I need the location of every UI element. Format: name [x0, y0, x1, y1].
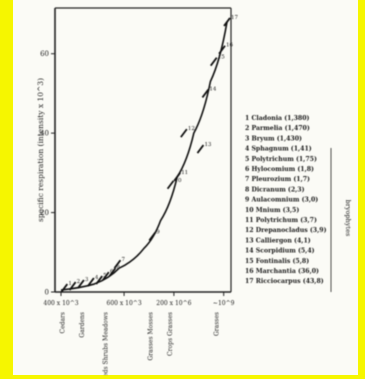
- x-category-label: Weeds Shrubs Meadows: [102, 312, 109, 375]
- legend-entry: 9 Aulacomnium (3,0): [245, 197, 318, 204]
- data-point-label: 15: [218, 55, 225, 61]
- legend-group-label: bryophytes: [344, 200, 352, 237]
- legend-entry: 2 Parmelia (1,470): [245, 125, 310, 132]
- legend-entry: 6 Hylocomium (1,8): [245, 166, 314, 173]
- chart: specific respiration (intensity x 10^3) …: [36, 7, 352, 379]
- legend-entry: 4 Sphagnum (1,41): [245, 146, 312, 153]
- legend-entry: 7 Pleurozium (1,7): [245, 176, 310, 183]
- x-tick-label: 600 x 10^3: [107, 300, 142, 307]
- data-point: [173, 172, 181, 182]
- x-categories: Cedars Gardens Weeds Shrubs Meadows Grasses…: [59, 312, 221, 379]
- x-tick-label: 200 x 10^6: [156, 300, 191, 307]
- x-category-label: Gardens: [79, 312, 86, 338]
- data-point: [223, 17, 231, 27]
- data-point: [166, 180, 175, 190]
- y-axis-label: specific respiration (intensity x 10^3): [36, 78, 45, 222]
- y-tick-label: 60: [40, 50, 49, 58]
- legend: 1 Cladonia (1,380) 2 Parmelia (1,470) 3 Br…: [245, 115, 332, 292]
- x-category-label: Cedars: [59, 312, 66, 334]
- x-category-label: Crops Grasses: [167, 312, 174, 356]
- fit-curve: [60, 21, 228, 291]
- x-tick-label: 400 x 10^3: [43, 300, 78, 307]
- data-point-label: 7: [121, 257, 125, 263]
- legend-entry: 15 Fontinalis (5,8): [245, 258, 309, 265]
- y-tick-label: 20: [40, 209, 49, 217]
- data-point: [108, 267, 117, 277]
- data-point-label: 4: [95, 275, 99, 281]
- legend-entry: 12 Drepanocladus (3,9): [245, 227, 327, 234]
- y-ticks: 0 20 40 60: [40, 50, 55, 297]
- x-tick-label: ~10^9: [213, 300, 235, 307]
- data-point-label: 8: [116, 265, 120, 271]
- data-points: 1234567891011121314151617: [60, 15, 238, 293]
- legend-entry: 8 Dicranum (2,3): [245, 186, 305, 193]
- y-tick-label: 0: [45, 289, 49, 297]
- x-category-label: Grasses: [214, 312, 221, 336]
- legend-entry: 17 Ricciocarpus (43,8): [245, 278, 324, 285]
- data-point-label: 9: [156, 229, 160, 235]
- data-point: [113, 259, 122, 269]
- legend-entry: 1 Cladonia (1,380): [245, 115, 310, 122]
- x-category-label: Grasses Mosses: [147, 312, 154, 360]
- legend-entry: 14 Scorpidium (5,4): [245, 248, 315, 255]
- data-point: [77, 279, 85, 289]
- legend-entry: 11 Polytrichum (3,7): [245, 217, 317, 224]
- data-point-label: 17: [231, 15, 238, 21]
- data-point: [102, 271, 110, 281]
- data-point-label: 14: [209, 86, 216, 92]
- legend-entry: 3 Bryum (1,430): [245, 135, 302, 142]
- data-point-label: 12: [188, 126, 195, 132]
- data-point-label: 2: [77, 279, 81, 285]
- legend-entry: 16 Marchantia (36,0): [245, 268, 319, 275]
- legend-entry: 10 Mnium (3,5): [245, 207, 299, 214]
- data-point: [210, 57, 218, 67]
- axes: [54, 7, 232, 293]
- data-point: [95, 275, 103, 285]
- figure-page: specific respiration (intensity x 10^3) …: [13, 0, 358, 379]
- data-point-label: 1: [68, 281, 72, 287]
- data-point: [180, 128, 188, 138]
- y-tick-label: 40: [40, 130, 49, 138]
- data-point-label: 3: [85, 277, 89, 283]
- data-point: [201, 88, 210, 98]
- data-point-label: 16: [226, 43, 233, 49]
- data-point: [60, 283, 69, 293]
- data-point: [218, 45, 226, 55]
- legend-entry: 13 Calliergon (4,1): [245, 237, 311, 244]
- legend-entry: 5 Polytrichum (1,75): [245, 156, 317, 163]
- data-point: [196, 144, 205, 154]
- data-point-label: 10: [175, 178, 182, 184]
- data-point-label: 13: [204, 142, 211, 148]
- data-point-label: 11: [181, 170, 188, 176]
- data-point: [68, 281, 77, 291]
- data-point: [87, 277, 95, 287]
- data-point: [148, 231, 157, 241]
- x-ticks: 400 x 10^3 600 x 10^3 200 x 10^6 ~10^9: [43, 292, 235, 307]
